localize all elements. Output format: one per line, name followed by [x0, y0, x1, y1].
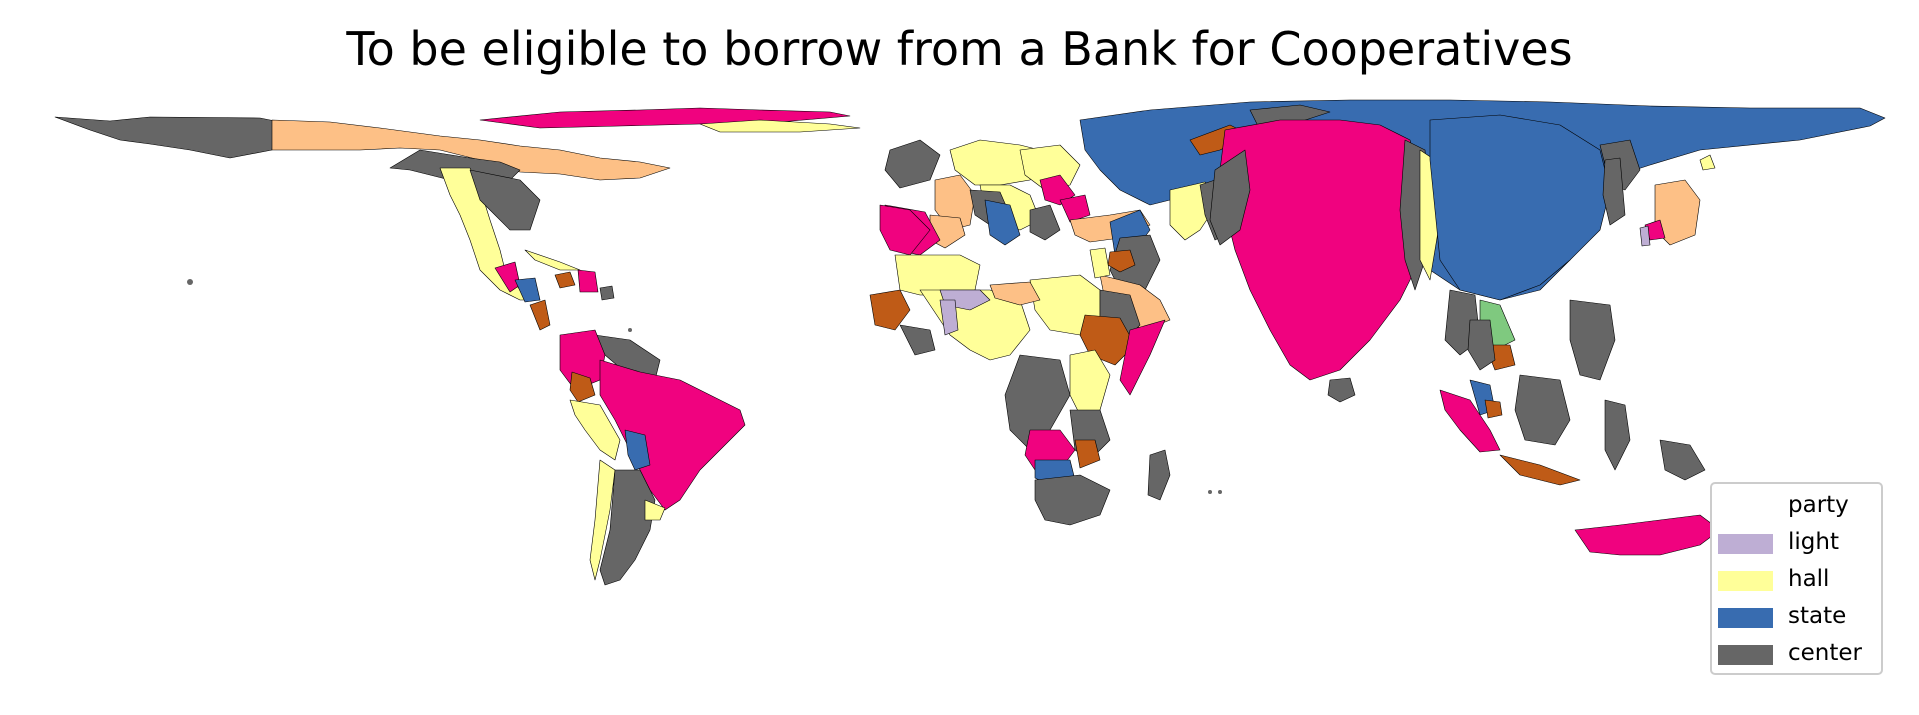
region-balkans-yellow — [1019, 144, 1081, 191]
region-arctic-strip-2 — [699, 119, 861, 133]
legend-swatch-state — [1718, 608, 1773, 628]
region-china-blue — [1429, 114, 1611, 301]
region-bolivia-blue — [624, 429, 651, 471]
region-southafrica-gray — [1034, 474, 1111, 526]
legend-label-center: center — [1788, 640, 1862, 666]
region-uruguay-yellow — [644, 499, 666, 521]
region-borneo-gray — [1514, 374, 1571, 446]
region-vietnam-gray — [1467, 319, 1496, 371]
legend-item-center: center — [1712, 639, 1882, 669]
legend: party light hall state center — [1710, 482, 1883, 675]
region-korea-gray — [1602, 157, 1626, 226]
region-somalia-pink — [1119, 319, 1166, 396]
region-indonesia-pink — [1439, 389, 1501, 453]
region-australia-pink — [1574, 514, 1721, 556]
region-alaska — [54, 116, 276, 159]
region-westafrica-brown — [869, 289, 911, 331]
region-canada — [271, 119, 671, 181]
region-iceland-gray — [884, 139, 941, 189]
legend-label-light: light — [1788, 529, 1839, 555]
region-pakistan-gray — [1209, 149, 1251, 246]
region-ukraine-pink — [1059, 194, 1091, 223]
legend-label-hall: hall — [1788, 566, 1830, 592]
region-westafrica-yellow — [894, 254, 981, 296]
region-central-blue — [514, 277, 541, 303]
region-iraq-brown — [1107, 249, 1136, 273]
island-dot-2 — [1218, 490, 1222, 494]
region-png-gray — [1659, 439, 1706, 481]
legend-swatch-light — [1718, 534, 1773, 554]
region-kamchatka-yellow — [1699, 154, 1716, 171]
region-argentina-gray — [599, 469, 656, 586]
region-sulawesi-gray — [1604, 399, 1631, 471]
region-india-pink — [1219, 119, 1426, 381]
legend-swatch-hall — [1718, 571, 1773, 591]
region-greece-gray — [1029, 204, 1061, 241]
legend-item-state: state — [1712, 602, 1882, 632]
region-niger-lavender — [939, 299, 959, 336]
region-japan-lavender — [1639, 225, 1651, 247]
region-cuba-yellow — [524, 249, 581, 271]
region-levant-yellow — [1089, 247, 1111, 279]
region-brazil-pink — [599, 359, 746, 511]
region-ecuador-brown — [569, 371, 596, 403]
region-timor-brown — [1499, 454, 1581, 486]
region-malaysia-brown — [1484, 399, 1503, 419]
region-caribbean-1 — [554, 271, 576, 289]
legend-title: party — [1788, 492, 1849, 518]
region-italy-blue — [984, 199, 1021, 246]
legend-item-hall: hall — [1712, 565, 1882, 595]
island-dot-1 — [187, 279, 193, 285]
legend-swatch-center — [1718, 645, 1773, 665]
region-madagascar-gray — [1147, 449, 1171, 501]
region-philippines-gray — [1569, 299, 1616, 381]
region-srilanka-gray — [1327, 377, 1356, 403]
region-central-brown — [529, 299, 551, 331]
region-zambia-brown — [1074, 439, 1101, 469]
legend-label-state: state — [1788, 603, 1847, 629]
region-guinea-gray — [899, 324, 936, 356]
region-nigeria-peach — [989, 281, 1041, 306]
region-peru-yellow — [569, 399, 621, 461]
region-caribbean-2 — [577, 269, 599, 293]
region-europe-yellow-1 — [949, 139, 1041, 186]
region-arctic-strip — [479, 107, 851, 129]
legend-item-light: light — [1712, 528, 1882, 558]
region-usa-gray2 — [469, 169, 541, 231]
region-caribbean-3 — [599, 285, 615, 301]
island-dot-4 — [628, 328, 632, 332]
island-dot-3 — [1208, 490, 1212, 494]
map-title: To be eligible to borrow from a Bank for… — [346, 22, 1573, 76]
